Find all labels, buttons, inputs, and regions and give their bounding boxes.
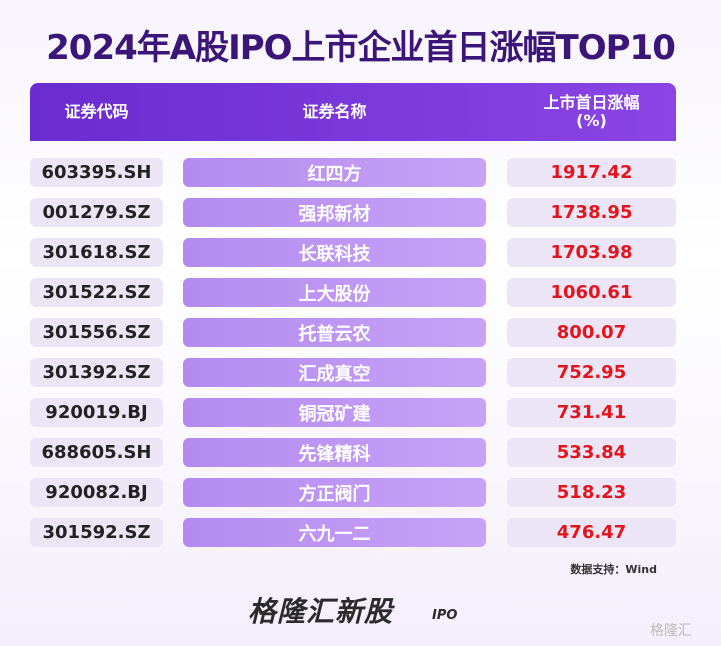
first-day-gain: 1738.95: [507, 198, 676, 227]
first-day-gain: 1060.61: [507, 278, 676, 307]
stock-name: 红四方: [183, 158, 486, 187]
stock-name: 长联科技: [183, 238, 486, 267]
column-header: 上市首日涨幅 (%): [543, 93, 640, 130]
stock-name: 托普云农: [183, 318, 486, 347]
table-header: 证券代码 证券名称 上市首日涨幅 (%): [30, 83, 676, 141]
logo-sub: IPO: [432, 608, 458, 623]
stock-name: 汇成真空: [183, 358, 486, 387]
stock-code: 301592.SZ: [30, 518, 163, 547]
first-day-gain: 533.84: [507, 438, 676, 467]
stock-code: 001279.SZ: [30, 198, 163, 227]
logo: 格隆汇新股: [248, 595, 394, 628]
stock-code: 688605.SH: [30, 438, 163, 467]
stock-name: 方正阀门: [183, 478, 486, 507]
stock-code: 301556.SZ: [30, 318, 163, 347]
stock-code: 920019.BJ: [30, 398, 163, 427]
first-day-gain: 752.95: [507, 358, 676, 387]
stock-code: 301618.SZ: [30, 238, 163, 267]
stock-name: 强邦新材: [183, 198, 486, 227]
first-day-gain: 476.47: [507, 518, 676, 547]
first-day-gain: 1703.98: [507, 238, 676, 267]
stock-name: 铜冠矿建: [183, 398, 486, 427]
first-day-gain: 518.23: [507, 478, 676, 507]
stock-code: 603395.SH: [30, 158, 163, 187]
stock-name: 六九一二: [183, 518, 486, 547]
watermark: 格隆汇: [650, 623, 692, 639]
column-header: 证券名称: [302, 102, 367, 121]
stock-name: 上大股份: [183, 278, 486, 307]
source: 数据支持：Wind: [570, 563, 657, 576]
column-header: 证券代码: [64, 102, 129, 121]
stock-code: 920082.BJ: [30, 478, 163, 507]
first-day-gain: 800.07: [507, 318, 676, 347]
stock-code: 301392.SZ: [30, 358, 163, 387]
stock-code: 301522.SZ: [30, 278, 163, 307]
first-day-gain: 731.41: [507, 398, 676, 427]
first-day-gain: 1917.42: [507, 158, 676, 187]
stock-name: 先锋精科: [183, 438, 486, 467]
title: 2024年A股IPO上市企业首日涨幅TOP10: [46, 28, 676, 68]
